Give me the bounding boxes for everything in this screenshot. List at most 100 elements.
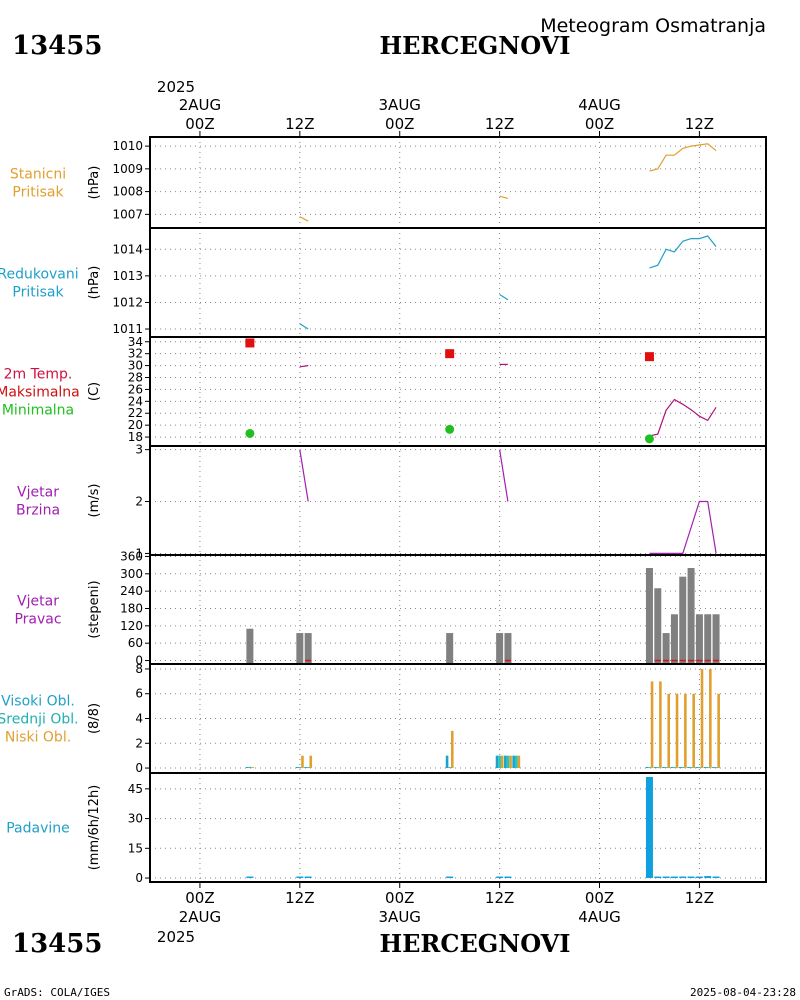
panel-label-cloud: Visoki Obl. (1, 694, 75, 710)
cloud-bar-high (653, 767, 657, 769)
cloud-bar-high (687, 767, 690, 769)
day-label-top: 2AUG (179, 96, 221, 114)
cloud-bar-mid (248, 766, 252, 769)
y-tick-label: 22 (128, 406, 143, 420)
wind-direction-bar (296, 633, 304, 664)
precip-bar (712, 876, 720, 879)
precip-bar (496, 876, 504, 879)
year-label-top: 2025 (157, 78, 195, 96)
cloud-bar-low (500, 755, 504, 769)
y-tick-label: 1007 (112, 207, 143, 221)
cloud-bar-low (709, 668, 712, 769)
y-tick-label: 1009 (112, 162, 143, 176)
y-tick-label: 26 (128, 382, 143, 396)
cloud-bar-high (678, 767, 682, 769)
precip-bar (687, 876, 695, 879)
y-tick-label: 360 (120, 549, 143, 563)
panel-label-cloud: Srednji Obl. (0, 712, 79, 728)
panel-label-wdir: Vjetar (17, 594, 59, 610)
cloud-bar-low (692, 693, 695, 769)
tmax-marker (445, 349, 455, 359)
cloud-bar-mid (298, 767, 302, 769)
x-tick-label-bottom: 12Z (285, 889, 314, 907)
x-tick-label-top: 12Z (485, 115, 514, 133)
wind-direction-bar (654, 588, 662, 664)
panel-frame-wspd (149, 445, 767, 556)
cloud-bar-mid (698, 767, 701, 769)
y-tick-label: 30 (128, 359, 143, 373)
panel-label-wspd: Vjetar (17, 485, 59, 501)
cloud-bar-high (495, 755, 499, 769)
day-label-top: 3AUG (379, 96, 421, 114)
panel-unit-cloud: (8/8) (87, 703, 102, 734)
tmax-marker (245, 338, 255, 348)
station-name-bottom: HERCEGNOVI (379, 929, 570, 958)
panel-unit-temp: (C) (87, 382, 102, 401)
year-label-bottom: 2025 (157, 928, 195, 946)
tmin-marker (245, 428, 255, 438)
y-tick-label: 60 (128, 636, 143, 650)
panel-frame-pres (149, 136, 767, 229)
precip-bar (662, 876, 670, 879)
precip-bar (304, 876, 312, 879)
panel-label-cloud: Niski Obl. (5, 730, 71, 746)
panel-unit-pres: (hPa) (87, 166, 102, 200)
cloud-bar-low (309, 755, 313, 769)
y-tick-label: 2 (135, 495, 143, 509)
cloud-bar-low (675, 693, 679, 769)
x-tick-label-bottom: 12Z (485, 889, 514, 907)
precip-bar (695, 876, 703, 879)
cloud-bar-mid (664, 767, 668, 769)
cloud-bar-mid (681, 767, 685, 769)
wind-speed-line (499, 449, 509, 502)
chart-subtitle: Meteogram Osmatranja (540, 15, 766, 37)
panel-label-red: Redukovani (0, 267, 79, 283)
cloud-bar-high (645, 767, 649, 769)
wind-direction-bar (504, 633, 512, 664)
t2m-line (649, 398, 717, 437)
x-tick-label-bottom: 00Z (385, 889, 414, 907)
y-tick-label: 45 (128, 782, 143, 796)
x-tick-label-bottom: 00Z (185, 889, 214, 907)
panel-label-red: Pritisak (12, 285, 64, 301)
station-name-top: HERCEGNOVI (379, 31, 570, 60)
cloud-bar-low (667, 693, 671, 769)
y-tick-label: 1011 (112, 322, 143, 336)
wind-direction-bar (662, 633, 670, 664)
panel-label-wspd: Brzina (16, 503, 60, 519)
cloud-bar-low (659, 681, 662, 769)
reduced-pressure-line (299, 323, 309, 330)
cloud-bar-mid (689, 767, 693, 769)
t2m-line (299, 365, 309, 368)
precip-bar (654, 876, 662, 879)
y-tick-label: 4 (135, 712, 143, 726)
panel-unit-wspd: (m/s) (87, 484, 102, 518)
cloud-bar-low (517, 755, 521, 769)
cloud-bar-mid (656, 767, 660, 769)
cloud-bar-low (450, 730, 454, 769)
wind-direction-bar (446, 633, 454, 664)
cloud-bar-high (662, 767, 665, 769)
cloud-bar-low (251, 767, 254, 769)
y-tick-label: 120 (120, 619, 143, 633)
precip-bar (504, 876, 512, 879)
station-pressure-line (649, 143, 717, 172)
precip-bar (645, 776, 653, 879)
y-tick-label: 0 (135, 654, 143, 668)
station-id-bottom: 13455 (12, 929, 102, 959)
y-tick-label: 300 (120, 567, 143, 581)
y-tick-label: 8 (135, 662, 143, 676)
y-tick-label: 1010 (112, 139, 143, 153)
precip-bar (670, 876, 678, 879)
cloud-bar-high (512, 755, 515, 769)
y-tick-label: 30 (128, 812, 143, 826)
footer-credit: GrADS: COLA/IGES (4, 986, 110, 999)
panel-label-temp: 2m Temp. (4, 367, 73, 383)
y-tick-label: 20 (128, 418, 143, 432)
tmin-marker (445, 424, 455, 434)
wind-direction-bar (695, 614, 703, 664)
precip-bar (296, 876, 304, 879)
x-tick-label-top: 00Z (185, 115, 214, 133)
panel-frame-cloud (149, 663, 767, 774)
station-id-top: 13455 (12, 31, 102, 61)
